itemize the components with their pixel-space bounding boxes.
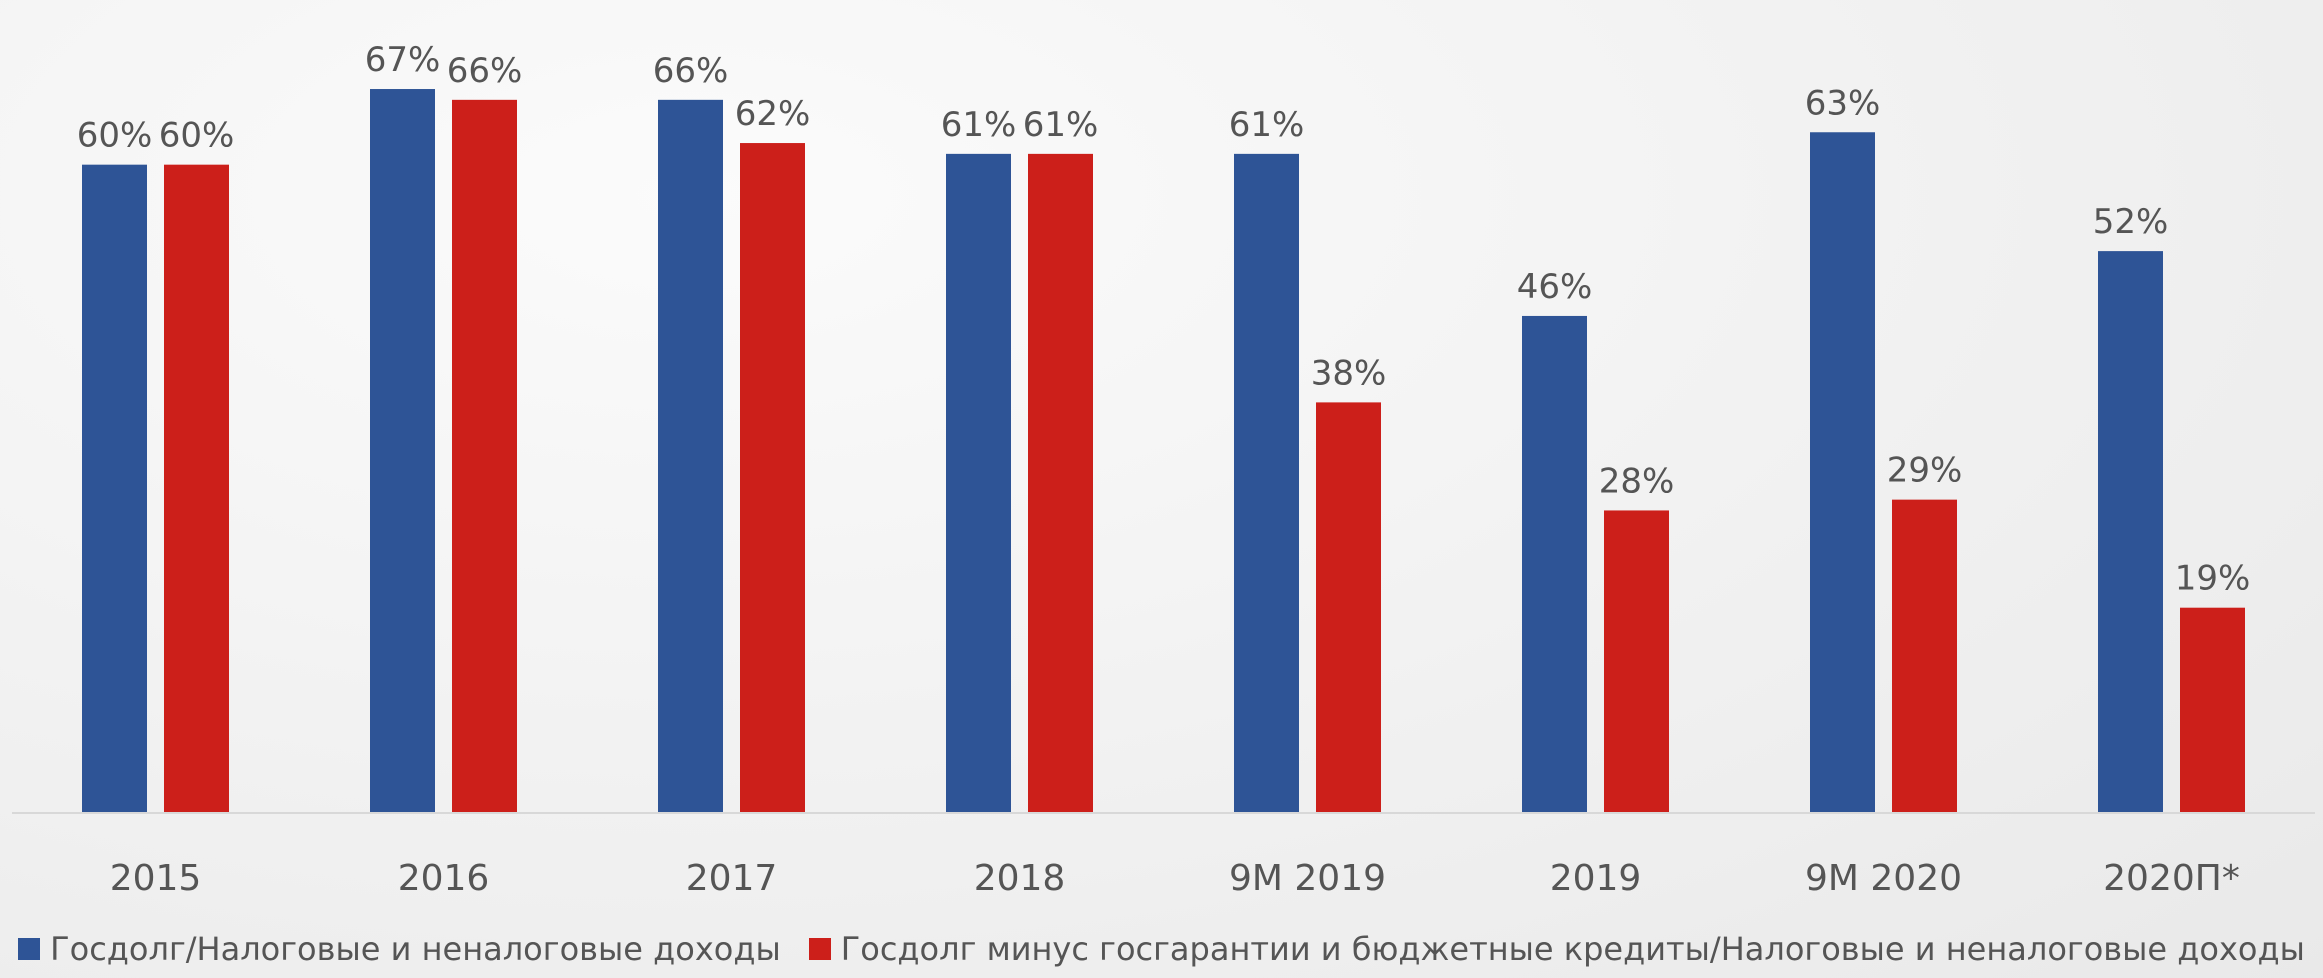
value-label-series-1-2017: 66% [653, 51, 729, 91]
bar-series-2-2018 [1028, 153, 1093, 814]
bar-series-2-2015 [164, 164, 229, 813]
x-tick-label-2017: 2017 [686, 858, 778, 899]
value-label-series-2-2017: 62% [735, 94, 811, 134]
bar-series-2-9М 2020 [1892, 499, 1957, 813]
value-label-series-2-2015: 60% [159, 116, 235, 156]
value-label-series-1-2018: 61% [941, 105, 1017, 145]
value-label-series-1-2015: 60% [77, 116, 153, 156]
bars-group [82, 89, 2245, 814]
value-label-series-2-2016: 66% [447, 51, 523, 91]
legend-item-series-1: Госдолг/Налоговые и неналоговые доходы [18, 930, 781, 968]
bar-series-2-2017 [740, 143, 805, 814]
bar-series-1-2020П* [2098, 251, 2163, 814]
x-tick-label-9М 2019: 9М 2019 [1229, 858, 1386, 899]
x-tick-label-2018: 2018 [974, 858, 1066, 899]
value-label-series-2-2019: 28% [1599, 461, 1675, 501]
legend-swatch-series-2 [808, 938, 831, 960]
value-label-series-1-2019: 46% [1517, 267, 1593, 307]
legend-label-series-2: Госдолг минус госгарантии и бюджетные кр… [840, 930, 2305, 968]
x-tick-label-2016: 2016 [398, 858, 490, 899]
bar-series-2-2016 [452, 99, 517, 814]
value-label-series-1-2020П*: 52% [2093, 202, 2169, 242]
value-label-series-2-9М 2019: 38% [1311, 353, 1387, 393]
legend-item-series-2: Госдолг минус госгарантии и бюджетные кр… [808, 930, 2305, 968]
legend-swatch-series-1 [18, 938, 41, 960]
bar-series-1-2015 [82, 164, 147, 813]
bar-series-1-2019 [1522, 315, 1587, 813]
bar-series-1-9М 2019 [1234, 153, 1299, 814]
bar-series-2-2019 [1604, 510, 1669, 813]
x-tick-label-2019: 2019 [1550, 858, 1642, 899]
value-label-series-1-2016: 67% [365, 40, 441, 80]
bar-series-1-9М 2020 [1810, 132, 1875, 813]
bar-series-1-2018 [946, 153, 1011, 814]
bar-chart: 60% 60%67% 66% 66%62% 61% 61% 61%38%46%28%63%2… [12, 40, 2315, 899]
value-labels-group: 60% 60%67% 66% 66%62% 61% 61% 61%38%46%28%63%2… [77, 40, 2251, 599]
value-label-series-2-9М 2020: 29% [1887, 451, 1963, 491]
legend: Госдолг/Налоговые и неналоговые доходы Г… [0, 930, 2323, 968]
legend-label-series-1: Госдолг/Налоговые и неналоговые доходы [50, 930, 781, 968]
value-label-series-2-2020П*: 19% [2175, 559, 2251, 599]
bar-series-1-2016 [370, 89, 435, 814]
value-label-series-2-2018: 61% [1023, 105, 1099, 145]
bar-series-2-9М 2019 [1316, 402, 1381, 813]
x-tick-label-2015: 2015 [110, 858, 202, 899]
value-label-series-1-9М 2019: 61% [1229, 105, 1305, 145]
x-tick-label-9М 2020: 9М 2020 [1805, 858, 1962, 899]
x-axis-tick-labels: 2015 2016 2017 2018 9М 2019 2019 9М 2020 2020П* [110, 858, 2240, 899]
value-label-series-1-9М 2020: 63% [1805, 83, 1881, 123]
bar-series-2-2020П* [2180, 607, 2245, 813]
bar-series-1-2017 [658, 99, 723, 814]
x-tick-label-2020П*: 2020П* [2103, 858, 2240, 899]
